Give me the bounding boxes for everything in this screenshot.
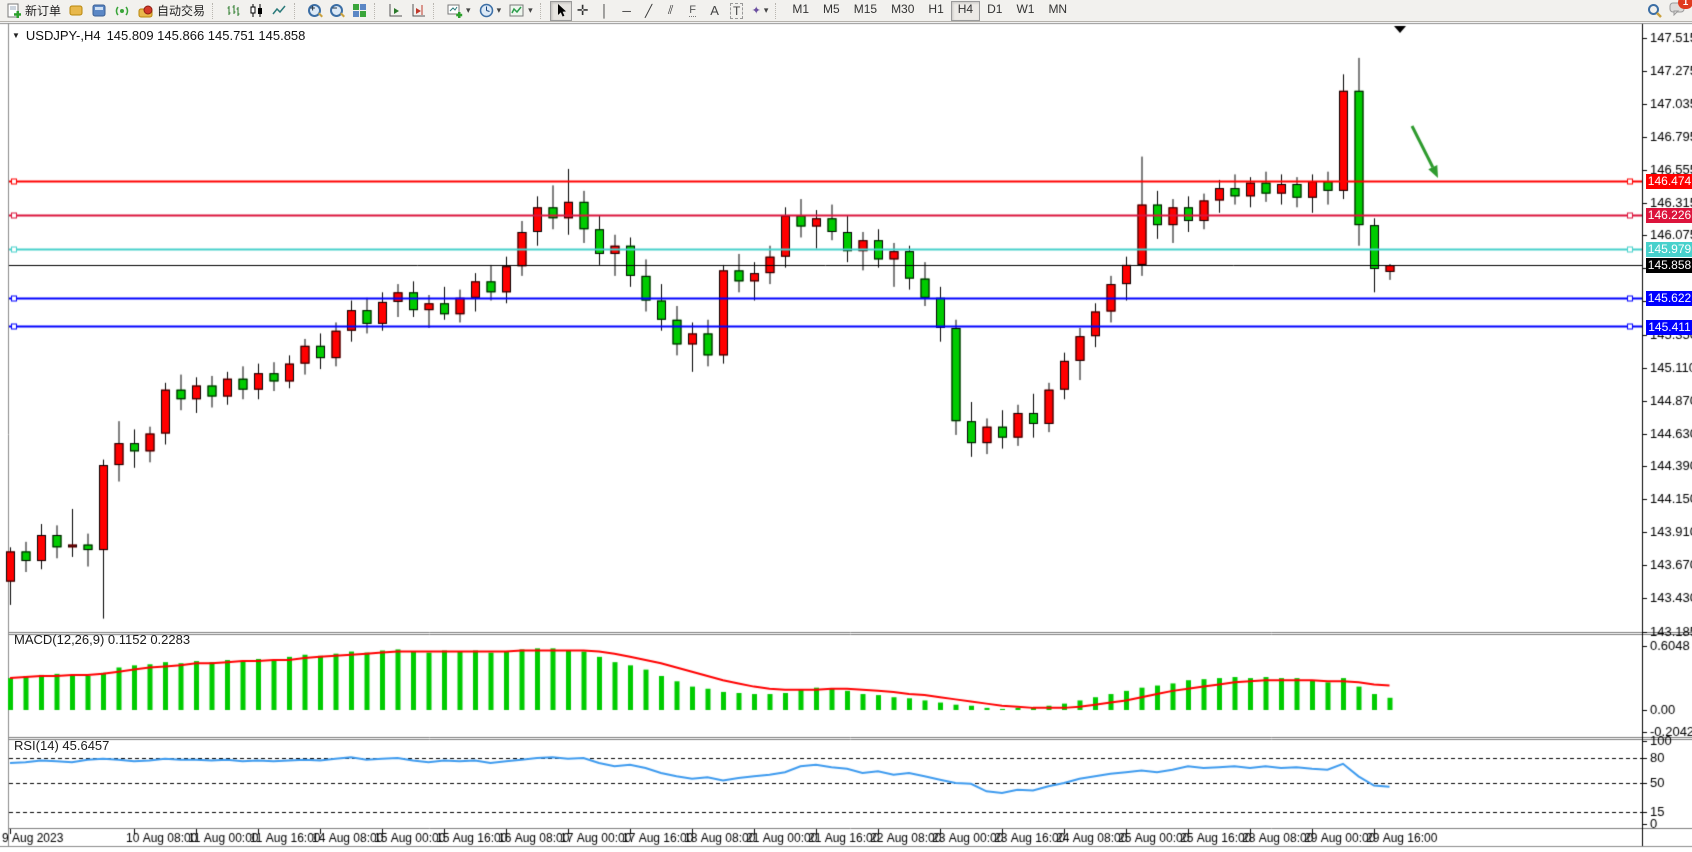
- line-chart-icon: [272, 5, 286, 15]
- toolbar-right-group: 1: [1647, 0, 1692, 21]
- toolbar-separator: [212, 2, 219, 19]
- notification-badge: 1: [1678, 0, 1692, 9]
- chart-shift-button[interactable]: [407, 1, 430, 21]
- metaeditor-button[interactable]: [65, 1, 88, 21]
- autotrading-label: 自动交易: [157, 4, 206, 18]
- autotrading-button[interactable]: 自动交易: [134, 1, 209, 21]
- time-axis[interactable]: [0, 828, 1692, 852]
- channel-tool-button[interactable]: ⫽: [660, 1, 682, 21]
- chevron-down-icon: ▼: [12, 31, 20, 40]
- zoom-in-button[interactable]: +: [304, 1, 326, 21]
- metaeditor-icon: [69, 5, 83, 16]
- bar-chart-icon: [227, 5, 240, 16]
- toolbar-separator: [294, 2, 301, 19]
- indicators-button[interactable]: ▾: [505, 1, 537, 21]
- toolbar-separator: [374, 2, 381, 19]
- toolbar-separator: [539, 2, 547, 19]
- vertical-line-icon: │: [600, 3, 609, 18]
- text-icon: A: [710, 3, 719, 18]
- new-order-icon: [7, 3, 21, 18]
- timeframe-h4[interactable]: H4: [950, 0, 981, 21]
- terminal-button[interactable]: [88, 1, 111, 21]
- trendline-icon: ╱: [645, 3, 653, 18]
- signals-button[interactable]: [111, 1, 134, 21]
- bar-chart-button[interactable]: [222, 1, 245, 21]
- timeframe-mn[interactable]: MN: [1048, 1, 1068, 16]
- cursor-arrow-icon: [557, 4, 566, 17]
- chevron-down-icon: ▾: [496, 5, 502, 15]
- vertical-line-tool-button[interactable]: │: [594, 1, 616, 21]
- timeframe-m30[interactable]: M30: [891, 1, 915, 16]
- horizontal-line-icon: ─: [622, 3, 631, 18]
- fibonacci-tool-button[interactable]: F: [682, 1, 704, 21]
- periods-button[interactable]: ▾: [475, 1, 506, 21]
- crosshair-icon: ✛: [576, 2, 589, 18]
- timeframe-group: M1 M5 M15 M30 H1 H4 D1 W1 MN: [785, 0, 1074, 21]
- tile-windows-icon: [353, 4, 367, 17]
- fibonacci-icon: F: [689, 4, 696, 17]
- cursor-tool-button[interactable]: [549, 0, 572, 21]
- chevron-down-icon: ▾: [528, 5, 533, 15]
- zoom-out-icon: −: [330, 3, 346, 18]
- price-line-label[interactable]: 146.226: [1646, 208, 1692, 223]
- toolbar-separator: [433, 2, 440, 19]
- current-price-label: 145.858: [1646, 258, 1692, 273]
- autoscroll-icon: [389, 4, 403, 17]
- rsi-indicator-label: RSI(14) 45.6457: [14, 738, 110, 753]
- candlestick-chart-button[interactable]: [245, 1, 268, 21]
- search-icon[interactable]: [1647, 3, 1663, 19]
- chevron-down-icon: ▾: [763, 5, 769, 15]
- candlestick-icon: [250, 4, 263, 17]
- line-chart-button[interactable]: [268, 1, 291, 21]
- chart-shift-icon: [412, 4, 426, 17]
- text-label-tool-button[interactable]: T: [726, 1, 748, 21]
- chart-window: ▼ USDJPY-,H4 145.809 145.866 145.751 145…: [0, 22, 1692, 852]
- chart-symbol: USDJPY-,H4: [25, 28, 101, 43]
- timeframe-m15[interactable]: M15: [853, 1, 878, 16]
- clock-icon: [479, 3, 493, 18]
- tile-windows-button[interactable]: [348, 1, 371, 21]
- autotrading-icon: [138, 5, 153, 17]
- timeframe-w1[interactable]: W1: [1016, 1, 1035, 16]
- chart-plot-canvas[interactable]: [0, 22, 1692, 852]
- new-chart-button[interactable]: ▾: [443, 1, 475, 21]
- price-line-label[interactable]: 146.474: [1646, 174, 1692, 189]
- indicators-icon: [509, 4, 524, 16]
- trendline-tool-button[interactable]: ╱: [638, 1, 660, 21]
- terminal-icon: [92, 4, 106, 17]
- price-line-label[interactable]: 145.979: [1646, 242, 1692, 257]
- crosshair-tool-button[interactable]: ✛: [572, 1, 594, 21]
- timeframe-m5[interactable]: M5: [823, 1, 840, 16]
- timeframe-d1[interactable]: D1: [987, 1, 1003, 16]
- zoom-out-button[interactable]: −: [326, 1, 348, 21]
- timeframe-h1[interactable]: H1: [928, 1, 944, 16]
- timeframe-m1[interactable]: M1: [792, 1, 810, 16]
- macd-indicator-label: MACD(12,26,9) 0.1152 0.2283: [14, 632, 191, 647]
- arrows-tool-button[interactable]: ✦ ▾: [748, 1, 773, 21]
- text-tool-button[interactable]: A: [704, 1, 726, 21]
- autoscroll-button[interactable]: [384, 1, 407, 21]
- equidistant-channel-icon: ⫽: [667, 3, 674, 17]
- shapes-icon: ✦: [751, 5, 761, 17]
- price-axis[interactable]: [1643, 22, 1692, 828]
- new-order-button[interactable]: 新订单: [2, 1, 65, 21]
- notifications-button[interactable]: 1: [1669, 0, 1692, 21]
- horizontal-line-tool-button[interactable]: ─: [616, 1, 638, 21]
- zoom-in-icon: +: [308, 3, 324, 18]
- chart-title-bar[interactable]: ▼ USDJPY-,H4 145.809 145.866 145.751 145…: [12, 28, 305, 43]
- price-line-label[interactable]: 145.411: [1646, 320, 1692, 335]
- new-order-label: 新订单: [25, 4, 62, 18]
- signals-icon: [115, 6, 129, 16]
- price-line-label[interactable]: 145.622: [1646, 291, 1692, 306]
- text-label-icon: T: [729, 2, 744, 19]
- new-chart-icon: [447, 4, 463, 18]
- toolbar-separator: [775, 2, 782, 19]
- chevron-down-icon: ▾: [466, 5, 471, 15]
- main-toolbar: 新订单 自动交易: [0, 0, 1692, 22]
- chart-ohlc-values: 145.809 145.866 145.751 145.858: [106, 28, 306, 43]
